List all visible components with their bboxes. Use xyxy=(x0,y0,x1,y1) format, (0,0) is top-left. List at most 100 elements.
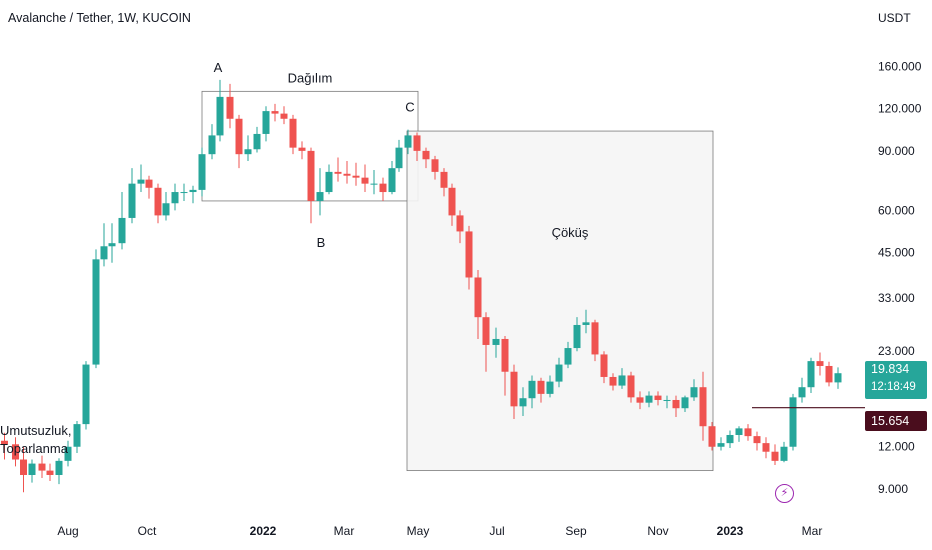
candle-body xyxy=(681,397,689,409)
candle-body xyxy=(519,398,527,407)
zone-collapse xyxy=(406,130,714,472)
y-tick-label: 12.000 xyxy=(878,440,915,454)
candles-layer xyxy=(1,79,842,493)
candle-body xyxy=(1,440,8,445)
x-tick-label: Sep xyxy=(565,524,587,538)
y-tick-label: 9.000 xyxy=(878,482,908,496)
y-tick-label: 160.000 xyxy=(878,59,922,73)
candle-body xyxy=(343,173,351,176)
candle-body xyxy=(636,397,644,403)
candle-body xyxy=(591,322,599,355)
label-recovery-1: Umutsuzluk, xyxy=(0,423,72,438)
candle-body xyxy=(108,243,116,247)
candle-body xyxy=(735,428,743,435)
x-tick-label: May xyxy=(407,524,430,538)
level-price-label: 15.654 xyxy=(865,411,927,431)
candle-body xyxy=(370,183,378,185)
candle-body xyxy=(474,277,482,318)
candle-body xyxy=(413,135,421,151)
candle-body xyxy=(582,322,590,325)
candle-body xyxy=(816,361,824,366)
candle-body xyxy=(64,446,72,461)
candle-body xyxy=(379,183,387,193)
candle-body xyxy=(325,171,333,193)
candle-body xyxy=(82,364,90,425)
candle-body xyxy=(404,135,412,148)
candle-body xyxy=(307,150,315,201)
candle-body xyxy=(834,373,842,383)
candle-body xyxy=(352,175,360,178)
candle-body xyxy=(510,371,518,407)
candle-body xyxy=(334,171,342,174)
lightning-icon[interactable]: ⚡ xyxy=(775,484,794,503)
candle-body xyxy=(244,149,252,155)
y-tick-label: 120.000 xyxy=(878,102,922,116)
candle-body xyxy=(501,338,509,372)
candle-body xyxy=(12,444,19,460)
chart-title: Avalanche / Tether, 1W, KUCOIN xyxy=(8,11,191,25)
candle-body xyxy=(448,187,456,216)
candle-body xyxy=(807,361,815,388)
candle-body xyxy=(771,451,779,461)
axes-layer: 160.000 120.000 90.000 60.000 45.000 33.000 23… xyxy=(57,59,921,538)
x-tick-label: Mar xyxy=(334,524,355,538)
label-recovery-2: Toparlanma xyxy=(0,441,69,456)
candle-body xyxy=(280,113,288,119)
y-tick-label: 23.000 xyxy=(878,344,915,358)
candle-body xyxy=(789,397,797,447)
candle-body xyxy=(298,147,306,151)
x-tick-label: Oct xyxy=(138,524,157,538)
candle-body xyxy=(440,171,448,188)
candle-body xyxy=(171,192,179,204)
candle-body xyxy=(699,387,707,427)
level-price-value: 15.654 xyxy=(871,414,910,428)
candle-body xyxy=(262,111,270,134)
candle-body xyxy=(465,231,473,278)
x-tick-label: Mar xyxy=(802,524,823,538)
candle-body xyxy=(627,375,635,398)
candle-body xyxy=(289,118,297,148)
candle-body xyxy=(422,150,430,160)
current-price-label: 19.834 12:18:49 xyxy=(865,361,927,399)
candle-body xyxy=(73,424,81,447)
y-tick-label: 33.000 xyxy=(878,291,915,305)
candle-body xyxy=(154,187,162,216)
candle-body xyxy=(361,177,369,184)
candle-body xyxy=(388,168,396,193)
label-point-a: A xyxy=(214,60,223,75)
candle-body xyxy=(145,179,153,188)
candle-body xyxy=(825,365,833,383)
candle-body xyxy=(198,154,206,190)
label-collapse: Çöküş xyxy=(552,225,589,240)
candle-body xyxy=(546,381,554,394)
candle-body xyxy=(726,434,734,444)
candle-body xyxy=(226,96,234,119)
candle-body xyxy=(208,135,216,155)
candle-body xyxy=(253,133,261,150)
label-point-b: B xyxy=(317,235,326,250)
candle-body xyxy=(618,375,626,386)
candle-body xyxy=(672,399,680,409)
candle-body xyxy=(537,380,545,394)
candle-body xyxy=(555,364,563,382)
label-point-c: C xyxy=(405,99,414,114)
y-tick-label: 90.000 xyxy=(878,144,915,158)
candle-body xyxy=(762,443,770,452)
candle-body xyxy=(690,387,698,398)
zones-layer xyxy=(201,90,714,472)
candle-body xyxy=(456,215,464,232)
candle-body xyxy=(55,460,63,475)
candle-body xyxy=(600,354,608,377)
candle-body xyxy=(573,324,581,349)
candle-body xyxy=(780,446,788,461)
candle-body xyxy=(528,380,536,399)
candle-body xyxy=(28,463,36,475)
candle-body xyxy=(708,426,716,447)
x-tick-label: Jul xyxy=(489,524,504,538)
candle-body xyxy=(38,463,46,471)
current-price-value: 19.834 xyxy=(871,362,910,376)
candle-body xyxy=(492,338,500,345)
candle-body xyxy=(744,428,752,437)
